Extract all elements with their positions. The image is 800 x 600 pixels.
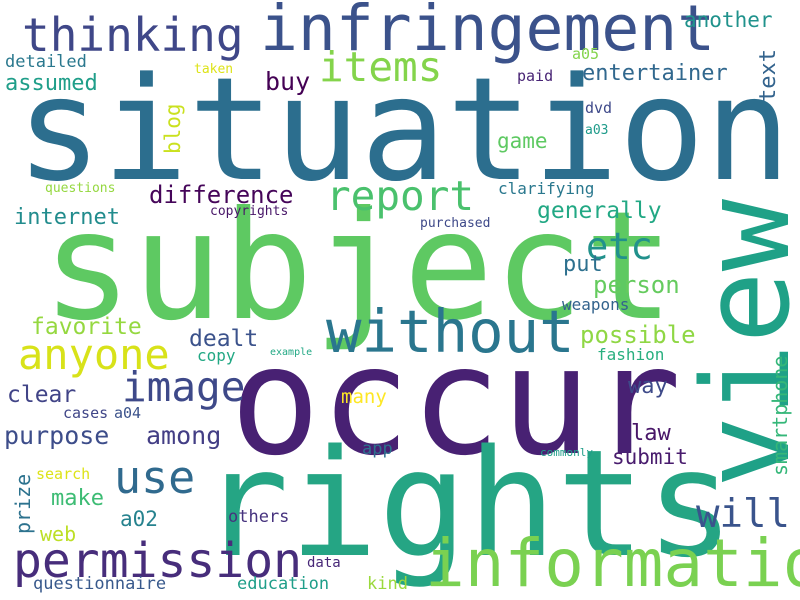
- word-information: information: [425, 525, 800, 600]
- word-dealt: dealt: [189, 326, 259, 352]
- word-data: data: [307, 555, 341, 571]
- word-etc: etc: [586, 225, 653, 268]
- word-another: another: [684, 8, 773, 32]
- word-a03: a03: [585, 123, 609, 138]
- word-purpose: purpose: [4, 421, 110, 450]
- word-prize: prize: [11, 473, 35, 534]
- word-dvd: dvd: [585, 99, 613, 117]
- word-items: items: [319, 43, 443, 91]
- word-clear: clear: [7, 382, 77, 408]
- word-difference: difference: [149, 181, 294, 209]
- word-kind: kind: [367, 574, 408, 594]
- word-image: image: [122, 363, 246, 411]
- word-permission: permission: [13, 533, 302, 589]
- word-blog: blog: [161, 103, 185, 154]
- word-way: way: [628, 374, 668, 399]
- word-questionnaire: questionnaire: [33, 574, 167, 594]
- word-without: without: [326, 297, 575, 366]
- word-a05: a05: [572, 45, 600, 63]
- word-infringement: infringement: [260, 0, 716, 65]
- word-internet: internet: [14, 205, 120, 230]
- word-game: game: [497, 129, 548, 153]
- word-taken: taken: [194, 62, 234, 77]
- word-thinking: thinking: [22, 8, 244, 62]
- word-among: among: [146, 421, 222, 450]
- word-others: others: [228, 507, 290, 527]
- word-entertainer: entertainer: [582, 61, 728, 86]
- word-use: use: [114, 451, 196, 504]
- word-will: will: [696, 492, 790, 537]
- word-make: make: [51, 486, 104, 511]
- word-put: put: [563, 252, 603, 277]
- word-purchased: purchased: [420, 216, 491, 231]
- word-detailed: detailed: [5, 52, 87, 72]
- word-possible: possible: [580, 321, 696, 349]
- word-law: law: [631, 421, 671, 446]
- word-a02: a02: [120, 507, 158, 531]
- word-clarifying: clarifying: [498, 179, 595, 198]
- word-copy: copy: [197, 346, 236, 365]
- word-copyrights: copyrights: [210, 204, 289, 219]
- word-fashion: fashion: [597, 345, 665, 364]
- word-paid: paid: [517, 67, 554, 85]
- word-cases: cases: [63, 404, 109, 422]
- word-anyone: anyone: [18, 330, 170, 379]
- word-web: web: [40, 522, 77, 546]
- word-situation: situation: [16, 46, 791, 213]
- word-example: example: [270, 347, 313, 358]
- word-app: app: [362, 439, 393, 459]
- word-commonly: commonly: [540, 446, 593, 459]
- word-questions: questions: [45, 181, 116, 196]
- word-occur: occur: [230, 315, 682, 489]
- word-smartphone: smartphone: [768, 355, 792, 476]
- word-submit: submit: [612, 445, 688, 469]
- word-a04: a04: [114, 404, 142, 422]
- word-assumed: assumed: [5, 71, 98, 96]
- word-generally: generally: [537, 198, 662, 224]
- word-rights: rights: [200, 418, 735, 590]
- word-many: many: [341, 386, 387, 408]
- word-person: person: [593, 271, 680, 299]
- word-text: text: [756, 49, 781, 102]
- word-buy: buy: [265, 67, 311, 96]
- word-weapons: weapons: [562, 295, 630, 314]
- word-subject: subject: [42, 180, 675, 354]
- word-favorite: favorite: [31, 314, 142, 340]
- word-search: search: [36, 465, 91, 483]
- word-education: education: [237, 574, 330, 594]
- word-report: report: [326, 172, 475, 220]
